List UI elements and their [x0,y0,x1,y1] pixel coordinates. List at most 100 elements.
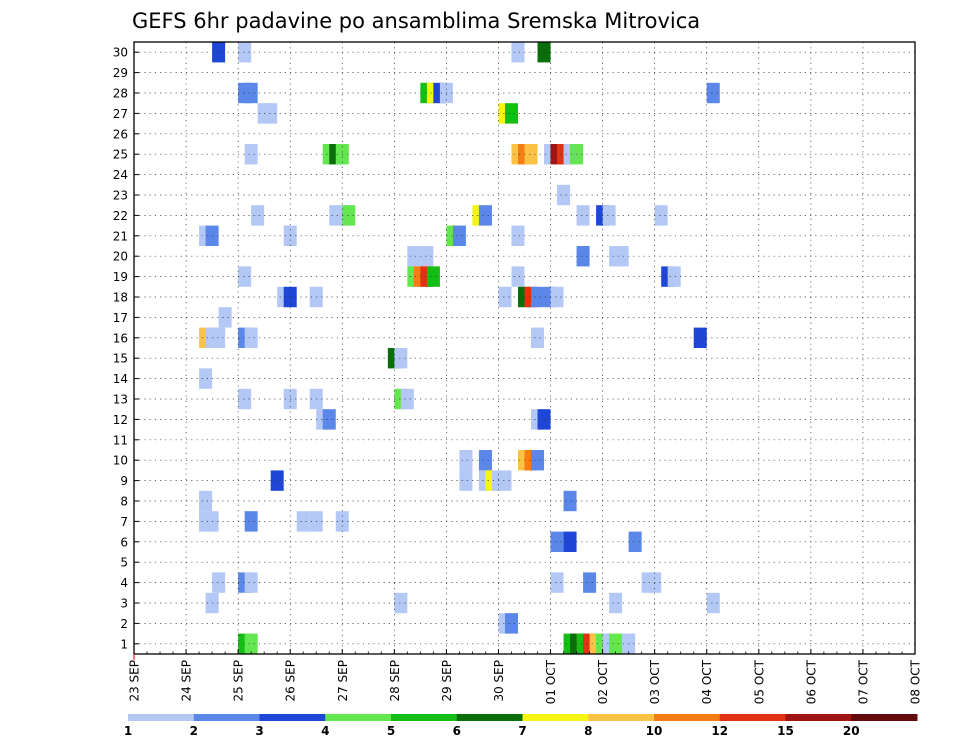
ensemble-cell [407,246,421,267]
x-tick-label: 30 SEP [492,660,506,702]
x-tick-label: 08 OCT [909,659,923,704]
ensemble-cell [511,225,525,246]
x-tick-label: 29 SEP [440,660,454,702]
x-tick-label: 06 OCT [804,659,818,704]
ensemble-cell [244,511,258,532]
ensemble-cell [563,490,577,512]
colorbar-swatch [128,714,195,721]
ensemble-cell [244,327,258,348]
y-tick-label: 7 [120,515,128,529]
y-tick-label: 25 [113,148,128,162]
ensemble-cell [498,470,512,491]
ensemble-cell [199,368,213,389]
x-tick-label: 23 SEP [128,660,142,702]
colorbar-swatch [522,714,589,721]
ensemble-cell [212,327,226,348]
ensemble-cell [563,531,577,552]
y-tick-label: 21 [113,229,128,243]
y-tick-label: 23 [113,189,128,203]
ensemble-cell [400,388,414,410]
ensemble-cell [524,144,538,165]
x-tick-label: 02 OCT [596,659,610,704]
colorbar-label: 4 [321,724,329,738]
ensemble-cell [212,42,226,63]
x-tick-label: 28 SEP [388,660,402,702]
chart-title: GEFS 6hr padavine po ansamblima Sremska … [132,9,700,33]
y-tick-label: 2 [120,617,128,631]
ensemble-cell [511,266,525,287]
colorbar-label: 5 [387,724,395,738]
ensemble-cell [550,286,564,308]
colorbar-swatch [719,714,786,721]
ensemble-cell [238,42,252,63]
ensemble-cell [394,592,408,614]
ensemble-cell [602,205,616,226]
y-tick-label: 22 [113,209,128,223]
y-tick-label: 8 [120,495,128,509]
ensemble-cell [244,633,258,654]
ensemble-cell [478,450,492,471]
colorbar-swatch [259,714,326,721]
y-tick-label: 26 [113,127,128,141]
ensemble-cell [251,205,265,226]
y-tick-label: 18 [113,291,128,305]
y-tick-label: 28 [113,87,128,101]
y-tick-label: 24 [113,168,128,182]
ensemble-cell [537,42,551,63]
ensemble-cell [212,572,226,593]
ensemble-cell [531,286,545,308]
colorbar-label: 3 [255,724,263,738]
y-tick-label: 1 [120,637,128,651]
ensemble-cell [609,592,623,614]
y-tick-label: 3 [120,597,128,611]
ensemble-cell [531,327,545,348]
colorbar-label: 7 [518,724,526,738]
ensemble-cell [550,572,564,593]
y-tick-label: 13 [113,393,128,407]
colorbar: 1 2 3 4 5 6 7 8 10 12 15 20 [124,714,918,738]
y-tick-label: 16 [113,331,128,345]
ensemble-cell [218,307,232,328]
ensemble-cell [628,531,642,552]
ensemble-cell [511,42,525,63]
x-tick-label: 26 SEP [284,660,298,702]
ensemble-cell [504,613,518,634]
y-tick-label: 30 [113,46,128,60]
x-tick-label: 05 OCT [752,659,766,704]
ticks-layer: 1234567891011121314151617181920212223242… [113,46,923,705]
x-tick-label: 25 SEP [232,660,246,702]
y-tick-label: 4 [120,576,128,590]
colorbar-label: 1 [124,724,132,738]
ensemble-cell [706,82,720,104]
y-tick-label: 10 [113,454,128,468]
ensemble-cell [693,327,707,348]
ensemble-cell [452,225,466,246]
ensemble-cell [550,531,564,552]
colorbar-swatch [785,714,852,721]
ensemble-cell [296,511,310,532]
y-tick-label: 5 [120,556,128,570]
ensemble-cell [667,266,681,287]
ensemble-cell [199,490,213,512]
ensemble-cell [706,592,720,614]
x-tick-label: 03 OCT [648,659,662,704]
y-tick-label: 11 [113,433,128,447]
colorbar-swatch [654,714,721,721]
ensemble-cell [459,450,473,471]
y-tick-label: 17 [113,311,128,325]
ensemble-cell [498,286,512,308]
ensemble-cell [531,450,545,471]
grid-layer [134,42,915,654]
colorbar-label: 10 [646,724,663,738]
y-tick-label: 20 [113,250,128,264]
ensemble-cell [244,572,258,593]
x-tick-label: 07 OCT [856,659,870,704]
ensemble-cell [238,388,252,410]
ensemble-cell [244,82,258,104]
x-tick-label: 01 OCT [544,659,558,704]
colorbar-label: 20 [843,724,860,738]
colorbar-swatch [851,714,918,721]
y-tick-label: 27 [113,107,128,121]
cells-layer [199,42,720,654]
